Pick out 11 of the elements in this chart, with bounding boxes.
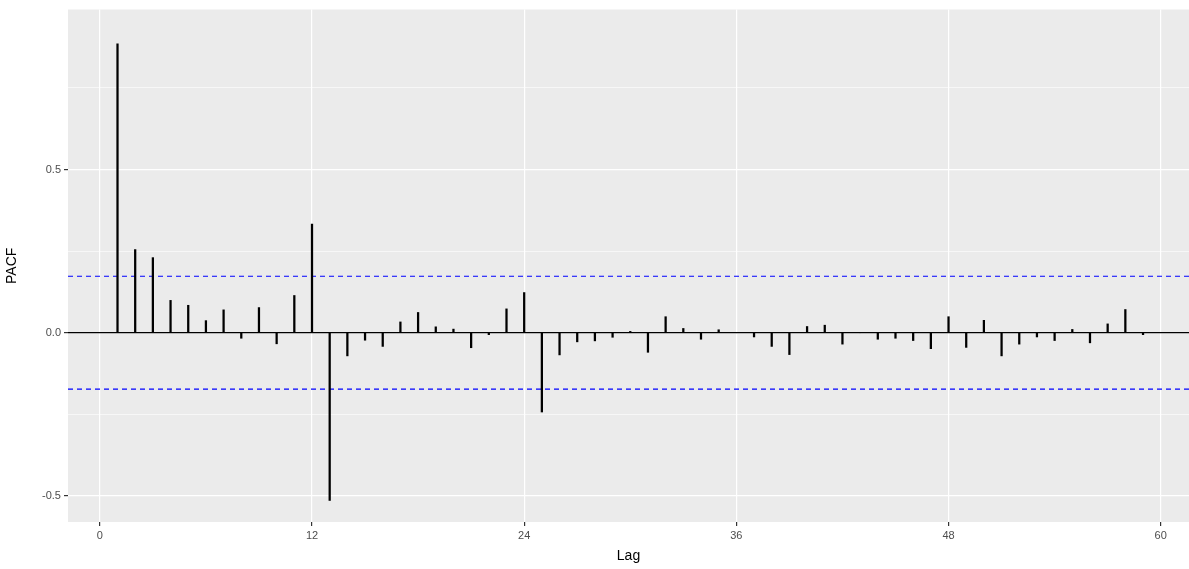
x-tick-label: 60 (1154, 528, 1167, 541)
x-tick-label: 24 (518, 528, 531, 541)
x-tick-label: 48 (942, 528, 955, 541)
y-axis-title: PACF (3, 247, 20, 284)
x-tick-label: 12 (305, 528, 319, 541)
y-tick-label: -0.5 (42, 488, 61, 501)
x-tick-label: 0 (96, 528, 103, 541)
y-tick-label: 0.0 (45, 325, 61, 338)
y-tick-label: 0.5 (45, 162, 61, 175)
x-axis-title: Lag (616, 547, 641, 564)
x-tick-label: 36 (730, 528, 743, 541)
